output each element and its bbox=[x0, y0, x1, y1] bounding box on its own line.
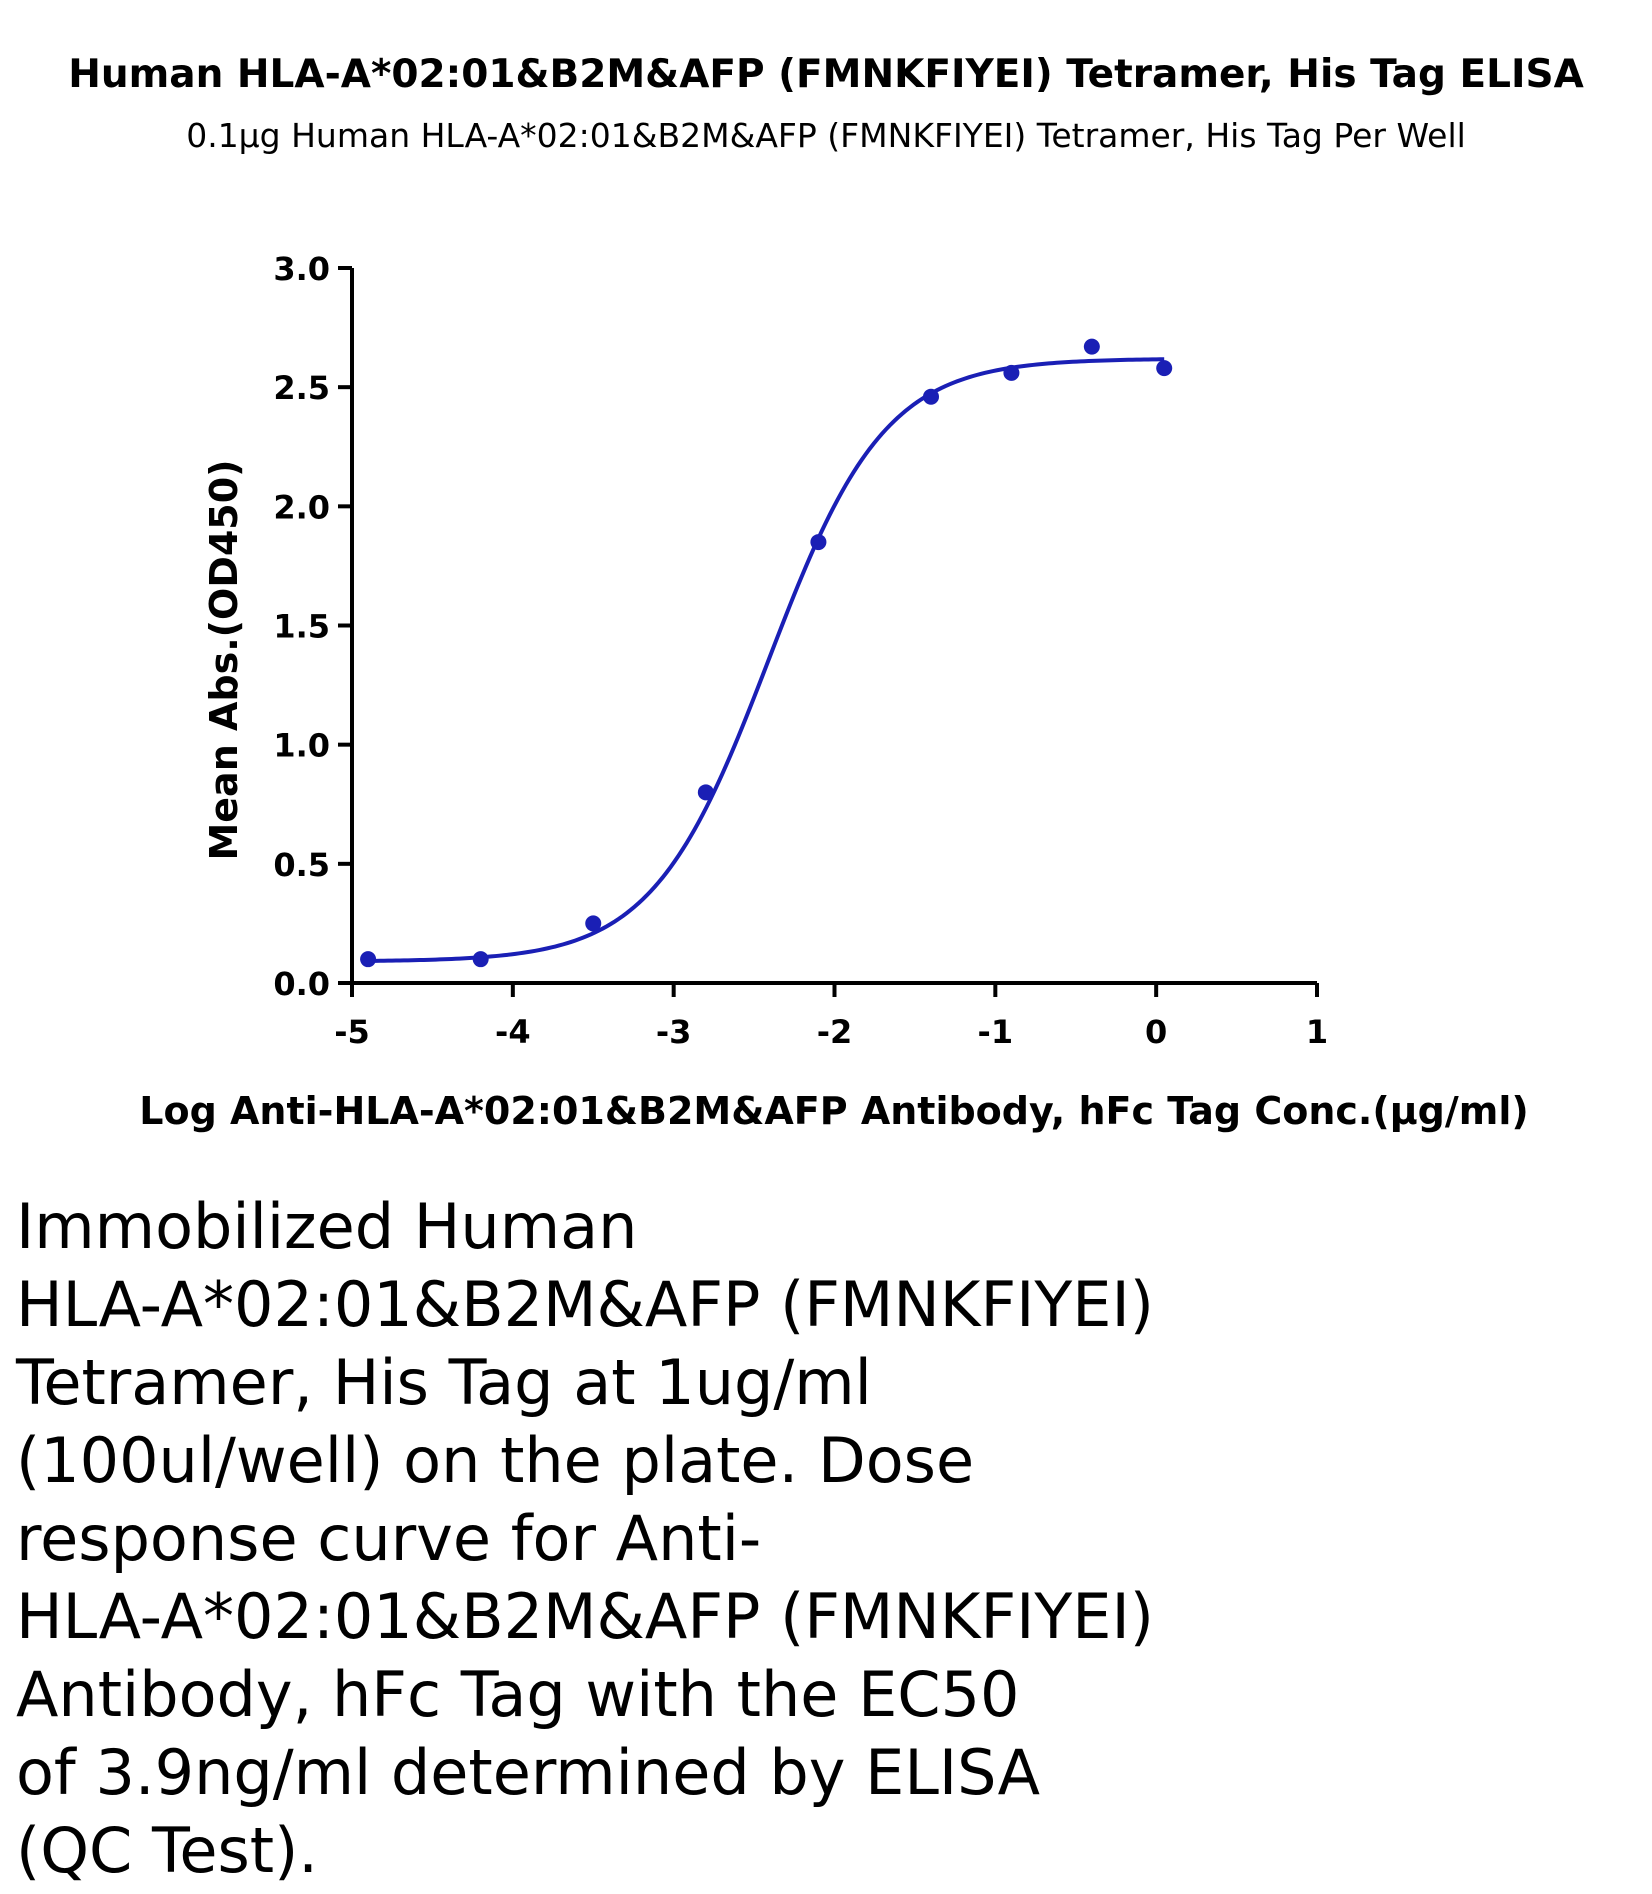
data-point bbox=[1083, 338, 1100, 355]
x-tick-label: -4 bbox=[495, 1013, 531, 1051]
data-point bbox=[1003, 364, 1020, 381]
y-axis: 0.0 0.5 1.0 1.5 2.0 2.5 3.0 bbox=[273, 250, 354, 1003]
caption-line: HLA-A*02:01&B2M&AFP (FMNKFIYEI) bbox=[16, 1580, 1154, 1653]
data-point bbox=[360, 951, 377, 968]
data-point bbox=[697, 784, 714, 801]
data-point bbox=[923, 388, 939, 405]
x-tick-label: -5 bbox=[334, 1013, 370, 1051]
y-axis-label: Mean Abs.(OD450) bbox=[202, 459, 246, 860]
x-tick-label: 0 bbox=[1145, 1013, 1167, 1051]
x-tick-label: -1 bbox=[978, 1013, 1014, 1051]
y-tick-label: 1.0 bbox=[273, 727, 330, 765]
chart-svg: 0.0 0.5 1.0 1.5 2.0 2.5 3.0 -5 -4 -3 -2 -1 0 1 Log A… bbox=[139, 250, 1528, 1133]
x-tick-label: 1 bbox=[1306, 1013, 1328, 1051]
y-tick-label: 3.0 bbox=[273, 250, 330, 288]
data-points bbox=[360, 338, 1173, 968]
caption-line: (QC Test). bbox=[16, 1814, 318, 1887]
y-tick-label: 2.0 bbox=[273, 488, 330, 526]
x-tick-label: -2 bbox=[817, 1013, 853, 1051]
x-axis: -5 -4 -3 -2 -1 0 1 bbox=[334, 981, 1328, 1051]
chart-subtitle: 0.1μg Human HLA-A*02:01&B2M&AFP (FMNKFIY… bbox=[186, 116, 1466, 155]
caption: Immobilized Human HLA-A*02:01&B2M&AFP (F… bbox=[16, 1188, 1636, 1890]
chart-title: Human HLA-A*02:01&B2M&AFP (FMNKFIYEI) Te… bbox=[68, 52, 1584, 97]
caption-line: Tetramer, His Tag at 1ug/ml bbox=[16, 1346, 872, 1419]
fit-curve bbox=[368, 357, 1165, 963]
data-point bbox=[585, 915, 602, 932]
y-tick-label: 0.0 bbox=[273, 965, 330, 1003]
caption-line: Immobilized Human bbox=[16, 1190, 638, 1263]
x-tick-label: -3 bbox=[656, 1013, 692, 1051]
caption-line: of 3.9ng/ml determined by ELISA bbox=[16, 1736, 1041, 1809]
data-point bbox=[810, 534, 827, 551]
x-axis-label: Log Anti-HLA-A*02:01&B2M&AFP Antibody, h… bbox=[139, 1089, 1528, 1133]
y-tick-label: 1.5 bbox=[273, 608, 330, 646]
caption-line: Antibody, hFc Tag with the EC50 bbox=[16, 1658, 1020, 1731]
data-point bbox=[472, 951, 489, 968]
caption-line: HLA-A*02:01&B2M&AFP (FMNKFIYEI) bbox=[16, 1268, 1154, 1341]
caption-line: (100ul/well) on the plate. Dose bbox=[16, 1424, 975, 1497]
caption-line: response curve for Anti- bbox=[16, 1502, 762, 1575]
y-tick-label: 0.5 bbox=[273, 846, 330, 884]
y-tick-label: 2.5 bbox=[273, 369, 330, 407]
data-point bbox=[1156, 360, 1173, 377]
